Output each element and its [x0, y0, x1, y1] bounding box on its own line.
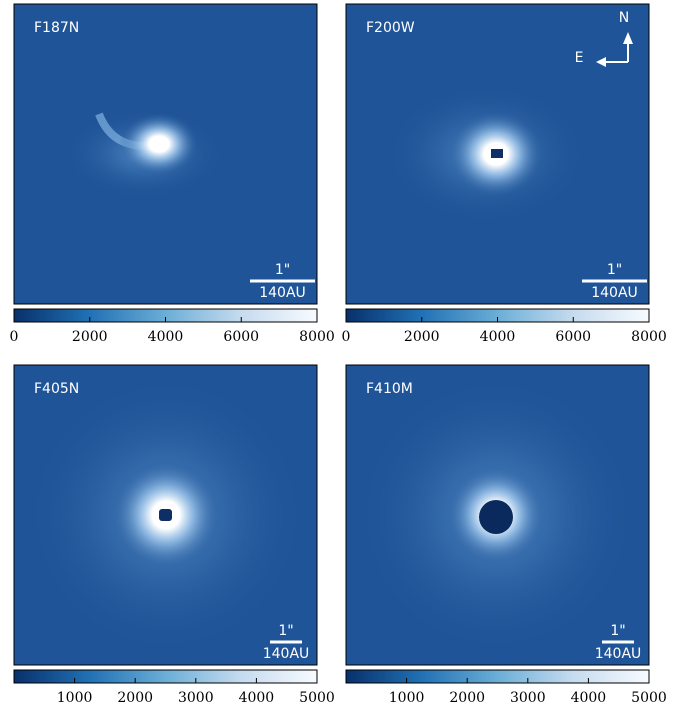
panel: F187N 1" 140AU 0 2000 4000 6000 8000 [10, 4, 335, 345]
colorbar-tick-label: 4000 [239, 690, 275, 704]
colorbar-tick-label: 0 [10, 329, 19, 345]
panel: F200W 1" 140AU N E 0 2000 4000 6000 8000 [342, 4, 667, 345]
panel-title: F187N [34, 20, 79, 36]
colorbar-tick-label: 1000 [389, 690, 425, 704]
colorbar-tick-label: 2000 [117, 690, 153, 704]
colorbar-tick-label: 3000 [178, 690, 214, 704]
scale-label: 140AU [263, 646, 310, 662]
scale-label: 1" [278, 623, 293, 639]
colorbar-tick-label: 8000 [631, 329, 667, 345]
mask [479, 500, 513, 534]
colorbar-tick-label: 1000 [57, 690, 93, 704]
colorbar-tick-label: 4000 [148, 329, 184, 345]
panel-title: F405N [34, 381, 79, 397]
blob [119, 112, 199, 176]
scale-label: 140AU [595, 646, 642, 662]
colorbar-tick-label: 2000 [72, 329, 108, 345]
colorbar-tick-label: 2000 [449, 690, 485, 704]
panel: F405N 1" 140AU 1000 2000 3000 4000 5000 [14, 365, 335, 704]
scale-label: 1" [275, 262, 290, 278]
colorbar [14, 670, 317, 683]
scale-label: 1" [607, 262, 622, 278]
colorbar-tick-label: 4000 [571, 690, 607, 704]
panel-title: F200W [366, 20, 415, 36]
panel: F410M 1" 140AU 1000 2000 3000 4000 5000 [346, 365, 667, 704]
colorbar-tick-label: 3000 [510, 690, 546, 704]
mask [159, 509, 172, 521]
colorbar-tick-label: 0 [342, 329, 351, 345]
colorbar [346, 670, 649, 683]
colorbar-tick-label: 4000 [480, 329, 516, 345]
compass-east: E [575, 50, 584, 66]
compass-north: N [619, 10, 629, 26]
colorbar-tick-label: 2000 [404, 329, 440, 345]
scale-label: 140AU [259, 285, 306, 301]
mask [491, 149, 503, 158]
scale-label: 140AU [591, 285, 638, 301]
colorbar-tick-label: 8000 [299, 329, 335, 345]
colorbar-tick-label: 5000 [631, 690, 667, 704]
colorbar-tick-label: 6000 [555, 329, 591, 345]
panel-title: F410M [366, 381, 413, 397]
colorbar-tick-label: 6000 [223, 329, 259, 345]
figure: F187N 1" 140AU 0 2000 4000 6000 8000 F200W 1" 140A… [0, 0, 698, 704]
scale-label: 1" [610, 623, 625, 639]
colorbar-tick-label: 5000 [299, 690, 335, 704]
